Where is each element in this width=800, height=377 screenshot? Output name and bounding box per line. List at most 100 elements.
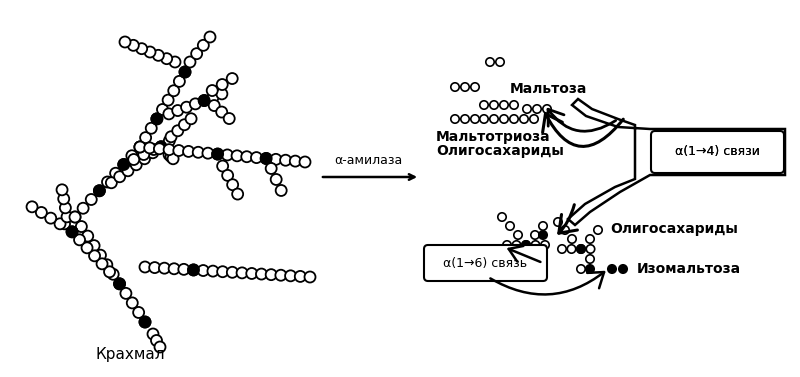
Circle shape: [451, 115, 459, 123]
Circle shape: [147, 147, 158, 158]
Circle shape: [76, 221, 87, 232]
Circle shape: [227, 267, 238, 278]
Circle shape: [168, 85, 179, 96]
Circle shape: [188, 264, 199, 276]
Circle shape: [181, 102, 192, 113]
Circle shape: [97, 258, 107, 269]
Circle shape: [567, 245, 576, 253]
Circle shape: [118, 159, 130, 170]
Circle shape: [59, 218, 70, 229]
Circle shape: [134, 141, 146, 153]
Circle shape: [222, 170, 233, 181]
FancyBboxPatch shape: [651, 131, 784, 173]
Circle shape: [299, 156, 310, 167]
Circle shape: [57, 184, 67, 195]
Circle shape: [522, 251, 530, 259]
Circle shape: [500, 115, 508, 123]
Circle shape: [533, 105, 542, 113]
Circle shape: [70, 211, 81, 222]
Circle shape: [470, 83, 479, 91]
Circle shape: [82, 231, 94, 242]
Circle shape: [541, 241, 550, 249]
Circle shape: [78, 203, 89, 214]
Circle shape: [167, 153, 178, 164]
Circle shape: [523, 105, 531, 113]
Circle shape: [179, 66, 190, 78]
Circle shape: [145, 46, 155, 58]
Circle shape: [539, 222, 547, 230]
Text: α(1→4) связи: α(1→4) связи: [674, 146, 759, 158]
Circle shape: [217, 79, 228, 90]
Circle shape: [136, 43, 147, 54]
Circle shape: [161, 53, 172, 64]
Circle shape: [155, 141, 166, 152]
Circle shape: [139, 317, 150, 328]
Circle shape: [102, 259, 112, 270]
Circle shape: [172, 105, 183, 116]
Circle shape: [163, 149, 174, 160]
Circle shape: [188, 264, 199, 276]
Circle shape: [74, 234, 85, 245]
Circle shape: [224, 113, 234, 124]
Circle shape: [89, 250, 100, 261]
Circle shape: [140, 132, 151, 143]
Circle shape: [242, 151, 252, 162]
Circle shape: [121, 288, 131, 299]
Circle shape: [89, 240, 99, 251]
Circle shape: [172, 125, 183, 136]
Circle shape: [451, 83, 459, 91]
Text: Олигосахариды: Олигосахариды: [610, 222, 738, 236]
Circle shape: [500, 101, 508, 109]
Circle shape: [586, 245, 594, 253]
Circle shape: [246, 268, 258, 279]
Circle shape: [285, 270, 296, 281]
Circle shape: [54, 218, 66, 229]
FancyArrowPatch shape: [542, 114, 623, 146]
Circle shape: [577, 265, 586, 273]
Circle shape: [490, 101, 498, 109]
Circle shape: [270, 154, 282, 165]
FancyArrowPatch shape: [548, 109, 616, 131]
Circle shape: [86, 194, 97, 205]
Circle shape: [461, 83, 469, 91]
Circle shape: [305, 271, 315, 282]
Circle shape: [554, 218, 562, 226]
Circle shape: [490, 115, 498, 123]
Circle shape: [179, 66, 190, 78]
Circle shape: [36, 207, 47, 218]
Circle shape: [531, 231, 539, 239]
Circle shape: [461, 115, 469, 123]
Circle shape: [198, 95, 210, 106]
Text: Мальтоза: Мальтоза: [510, 82, 587, 96]
Circle shape: [212, 149, 223, 159]
Circle shape: [206, 85, 218, 96]
Circle shape: [190, 98, 201, 109]
Circle shape: [154, 143, 165, 154]
Circle shape: [486, 58, 494, 66]
Circle shape: [146, 123, 157, 134]
Circle shape: [207, 266, 218, 277]
Circle shape: [130, 159, 142, 170]
Circle shape: [166, 151, 177, 162]
Circle shape: [151, 335, 162, 346]
Circle shape: [183, 146, 194, 157]
Circle shape: [26, 201, 38, 212]
Circle shape: [251, 152, 262, 163]
Circle shape: [577, 245, 586, 253]
Circle shape: [202, 148, 214, 159]
Circle shape: [60, 202, 71, 213]
Circle shape: [470, 115, 479, 123]
Circle shape: [502, 241, 511, 249]
Polygon shape: [568, 99, 785, 225]
Circle shape: [261, 153, 272, 164]
Text: α(1→6) связь: α(1→6) связь: [443, 256, 527, 270]
Circle shape: [163, 108, 174, 120]
Circle shape: [198, 95, 210, 106]
Circle shape: [226, 73, 238, 84]
Circle shape: [178, 264, 190, 275]
Circle shape: [166, 131, 177, 142]
Circle shape: [193, 147, 204, 158]
Circle shape: [577, 245, 586, 253]
Text: Мальтотриоза: Мальтотриоза: [436, 130, 550, 144]
Circle shape: [513, 260, 522, 268]
